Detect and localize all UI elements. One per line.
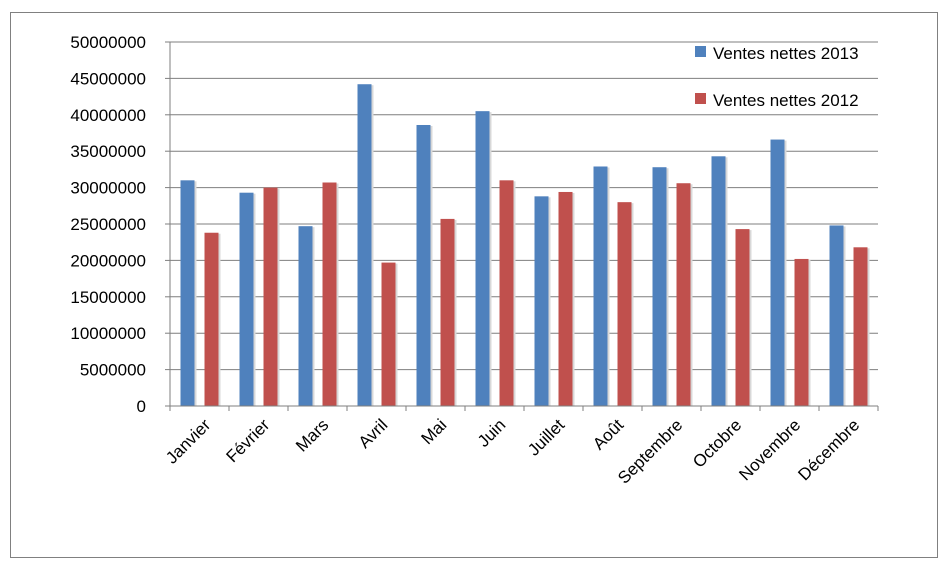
- bar-2013: [829, 225, 844, 406]
- y-axis-ticks: 0 5000000 10000000 15000000 20000000 25000000…: [70, 33, 170, 416]
- bar-2013: [770, 139, 785, 406]
- x-tick-label: Mars: [292, 415, 332, 455]
- x-tick-label: Février: [222, 415, 273, 466]
- bar-2013: [711, 156, 726, 406]
- legend-swatch-2013: [695, 46, 706, 57]
- bar-2013: [180, 180, 195, 406]
- legend: Ventes nettes 2013 Ventes nettes 2012: [695, 44, 859, 110]
- y-tick-label: 45000000: [70, 69, 146, 88]
- y-tick-label: 30000000: [70, 179, 146, 198]
- y-tick-label: 25000000: [70, 215, 146, 234]
- y-tick-label: 10000000: [70, 324, 146, 343]
- bar-2013: [239, 192, 254, 406]
- bar-2012: [440, 218, 455, 406]
- bar-2012: [499, 180, 514, 406]
- legend-label-2013: Ventes nettes 2013: [713, 44, 859, 63]
- bar-2013: [652, 167, 667, 406]
- gridlines: [170, 41, 878, 371]
- bar-2013: [475, 111, 490, 406]
- y-tick-label: 50000000: [70, 33, 146, 52]
- bar-2012: [853, 247, 868, 406]
- bar-2012: [204, 232, 219, 406]
- bar-2013: [416, 124, 431, 406]
- bar-2012: [735, 229, 750, 406]
- bar-2012: [617, 202, 632, 406]
- bar-2012: [381, 262, 396, 406]
- bar-2013: [593, 166, 608, 406]
- legend-swatch-2012: [695, 93, 706, 104]
- bar-2012: [322, 182, 337, 406]
- bars: [180, 84, 870, 406]
- x-axis-ticks: Janvier Février Mars Avril Mai Juin Juillet Aoû…: [162, 406, 879, 488]
- x-tick-label: Septembre: [614, 415, 686, 487]
- bar-2013: [298, 226, 313, 406]
- legend-label-2012: Ventes nettes 2012: [713, 91, 859, 110]
- x-tick-label: Août: [589, 415, 627, 453]
- y-tick-label: 35000000: [70, 142, 146, 161]
- x-tick-label: Avril: [355, 415, 392, 452]
- bar-2013: [357, 84, 372, 406]
- bar-2012: [263, 187, 278, 406]
- bar-2012: [794, 258, 809, 406]
- x-tick-label: Juillet: [524, 415, 568, 459]
- y-tick-label: 5000000: [80, 361, 146, 380]
- x-tick-label: Octobre: [689, 415, 745, 471]
- x-tick-label: Décembre: [794, 415, 863, 484]
- x-tick-label: Novembre: [735, 415, 804, 484]
- y-tick-label: 20000000: [70, 251, 146, 270]
- y-tick-label: 15000000: [70, 288, 146, 307]
- y-tick-label: 40000000: [70, 106, 146, 125]
- y-tick-label: 0: [137, 397, 146, 416]
- x-tick-label: Juin: [474, 415, 509, 450]
- bar-2012: [558, 191, 573, 406]
- x-tick-label: Mai: [418, 415, 451, 448]
- x-tick-label: Janvier: [162, 415, 214, 467]
- bar-2013: [534, 196, 549, 406]
- bar-2012: [676, 183, 691, 406]
